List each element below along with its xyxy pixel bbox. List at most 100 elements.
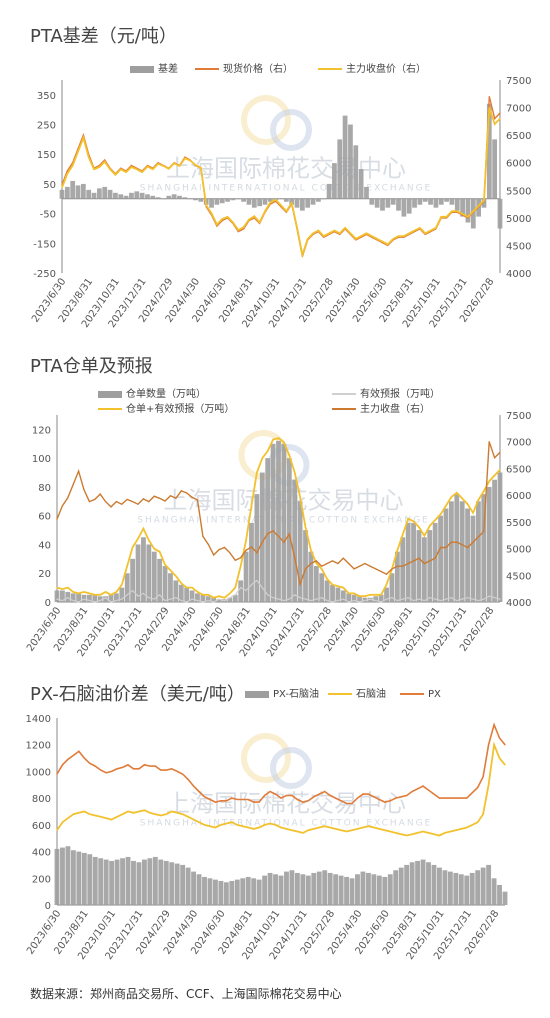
bar bbox=[411, 522, 416, 602]
data-point bbox=[218, 595, 220, 597]
data-point bbox=[94, 765, 96, 767]
bar bbox=[332, 163, 337, 199]
data-point bbox=[280, 204, 282, 206]
bar bbox=[98, 858, 104, 905]
legend-swatch bbox=[98, 391, 122, 398]
data-point bbox=[264, 794, 266, 797]
data-point bbox=[121, 813, 124, 815]
data-point bbox=[182, 773, 184, 775]
data-point bbox=[285, 794, 288, 797]
data-point bbox=[328, 232, 330, 234]
bar bbox=[249, 522, 254, 602]
data-point bbox=[153, 548, 155, 550]
bar bbox=[171, 194, 177, 199]
bar bbox=[409, 862, 415, 905]
y-right-tick-label: 7000 bbox=[506, 438, 531, 449]
y-right-tick-label: 7000 bbox=[506, 104, 531, 115]
data-point bbox=[83, 489, 85, 491]
data-point bbox=[105, 817, 107, 819]
data-point bbox=[126, 594, 128, 596]
bar bbox=[251, 198, 257, 208]
data-point bbox=[61, 186, 63, 189]
data-point bbox=[66, 170, 68, 172]
data-point bbox=[445, 598, 447, 600]
data-point bbox=[182, 813, 184, 815]
bar bbox=[376, 875, 382, 905]
bar bbox=[168, 573, 173, 602]
data-point bbox=[422, 785, 424, 787]
legend-label: 石脑油 bbox=[356, 687, 386, 700]
data-point bbox=[477, 599, 479, 602]
data-point bbox=[210, 212, 213, 215]
data-point bbox=[301, 254, 303, 256]
data-point bbox=[105, 500, 107, 503]
data-point bbox=[198, 790, 200, 793]
data-point bbox=[61, 505, 64, 507]
data-point bbox=[312, 232, 314, 234]
bar bbox=[475, 870, 481, 905]
bar bbox=[349, 878, 355, 905]
bar bbox=[400, 537, 406, 602]
data-point bbox=[178, 165, 181, 167]
data-point bbox=[326, 599, 328, 602]
data-point bbox=[340, 829, 342, 831]
data-point bbox=[373, 796, 375, 798]
bar bbox=[262, 198, 268, 205]
bar bbox=[460, 198, 465, 217]
data-point bbox=[236, 824, 238, 826]
bar bbox=[297, 501, 303, 602]
data-point bbox=[364, 599, 366, 602]
data-point bbox=[402, 533, 404, 535]
watermark-text-en: SHANGHAI INTERNATIONAL COTTON EXCHANGE bbox=[140, 819, 432, 829]
bar bbox=[129, 192, 134, 199]
bar bbox=[342, 115, 348, 199]
data-point bbox=[231, 797, 233, 799]
bar bbox=[103, 596, 109, 602]
bar bbox=[398, 867, 404, 905]
data-point bbox=[88, 500, 91, 503]
data-point bbox=[205, 204, 207, 206]
data-point bbox=[326, 578, 328, 580]
data-point bbox=[498, 737, 501, 739]
y-right-tick-label: 7500 bbox=[506, 411, 531, 422]
data-point bbox=[164, 500, 166, 502]
data-point bbox=[296, 830, 298, 833]
bar bbox=[189, 590, 195, 602]
data-point bbox=[296, 798, 298, 801]
data-point bbox=[148, 597, 150, 599]
y-right-tick-label: 4500 bbox=[506, 571, 531, 582]
legend-label: 有效预报（万吨） bbox=[360, 387, 440, 400]
data-point bbox=[434, 557, 436, 559]
bar bbox=[337, 139, 343, 199]
data-point bbox=[488, 106, 490, 109]
bar bbox=[428, 198, 433, 205]
bar bbox=[54, 590, 60, 602]
watermark-text: 上海国际棉花交易中心 bbox=[166, 155, 406, 183]
bar bbox=[141, 859, 147, 905]
data-point bbox=[411, 790, 413, 793]
data-point bbox=[253, 828, 255, 830]
data-point bbox=[164, 599, 166, 602]
data-point bbox=[196, 591, 199, 593]
data-point bbox=[99, 594, 101, 596]
bar bbox=[155, 197, 161, 199]
data-point bbox=[223, 599, 226, 602]
bar bbox=[358, 169, 364, 199]
bar bbox=[262, 875, 268, 905]
data-point bbox=[160, 769, 162, 771]
data-point bbox=[274, 793, 277, 795]
bar bbox=[87, 594, 92, 602]
y-left-tick-label: 50 bbox=[43, 180, 56, 191]
data-point bbox=[78, 592, 80, 594]
y-left-tick-label: 600 bbox=[32, 821, 51, 832]
data-point bbox=[159, 594, 161, 596]
bar bbox=[365, 872, 371, 905]
data-point bbox=[412, 560, 415, 562]
series-0 bbox=[54, 440, 503, 602]
data-point bbox=[209, 825, 211, 827]
data-point bbox=[315, 598, 317, 600]
watermark-logo-ring bbox=[241, 95, 291, 145]
data-point bbox=[157, 163, 159, 165]
data-point bbox=[342, 557, 344, 559]
bar bbox=[91, 192, 97, 199]
